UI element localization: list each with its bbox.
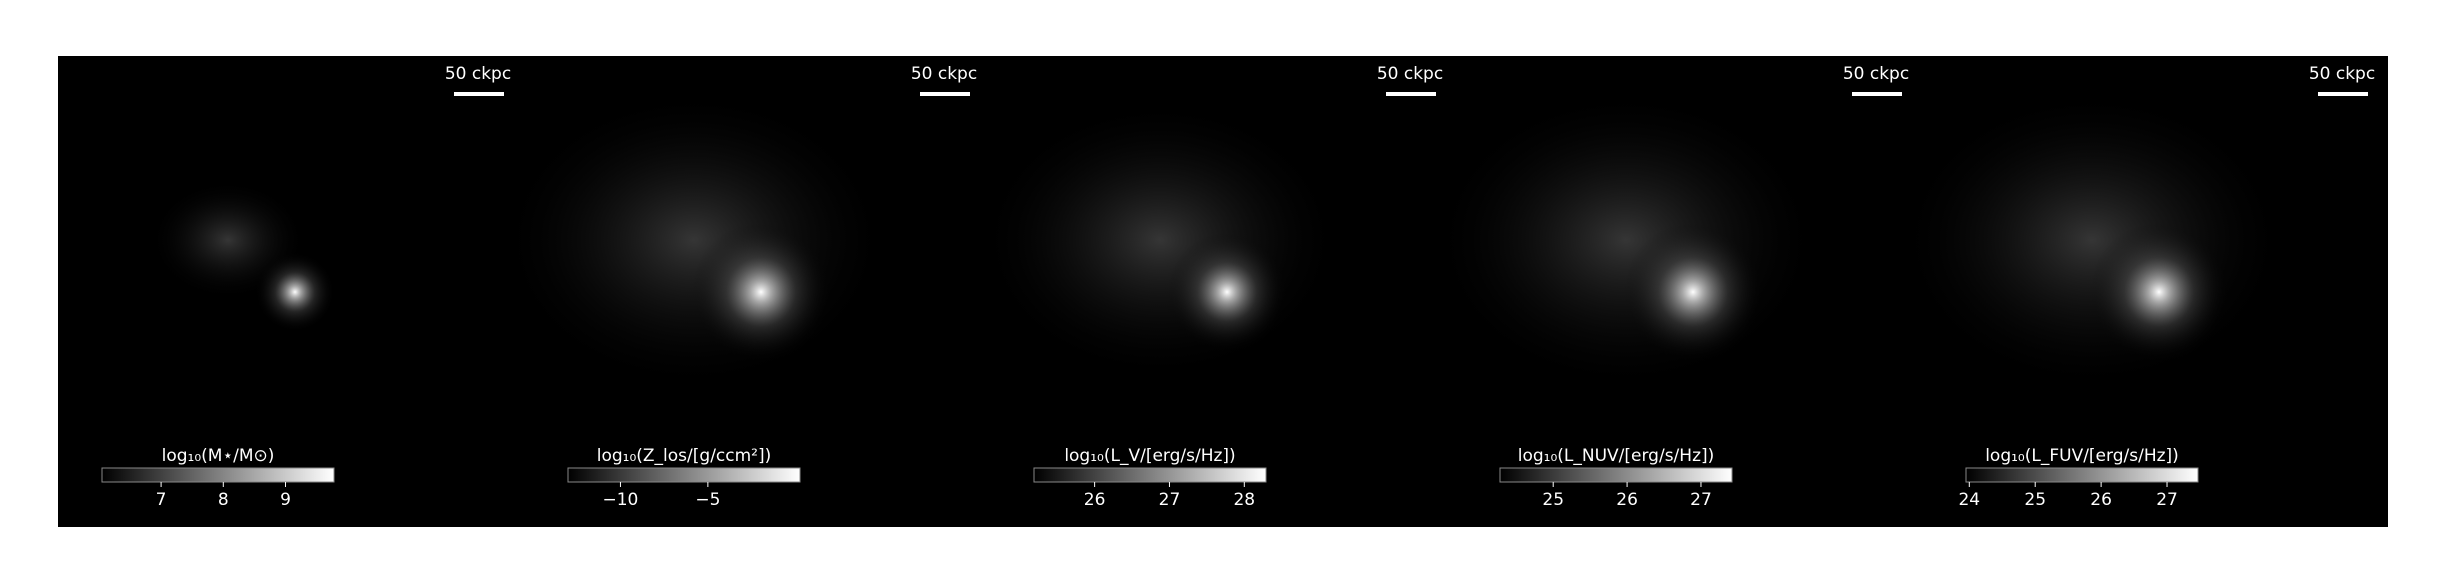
colorbar-tick-label: 25 — [2024, 490, 2046, 510]
scale-bar-label: 50 ckpc — [445, 64, 511, 84]
colorbar-label: log₁₀(L_V/[erg/s/Hz]) — [1064, 446, 1235, 466]
colorbar — [567, 467, 801, 483]
colorbar-tick-label: −5 — [695, 490, 720, 510]
diffuse-emission — [1431, 90, 1821, 390]
colorbar-tick-label: 28 — [1233, 490, 1255, 510]
colorbar-tick-label: 25 — [1542, 490, 1564, 510]
colorbar — [1033, 467, 1267, 483]
colorbar-label: log₁₀(Z_los/[g/ccm²]) — [597, 446, 772, 466]
scale-bar-label: 50 ckpc — [2309, 64, 2375, 84]
diffuse-emission — [978, 100, 1342, 380]
colorbar-tick-label: 9 — [280, 490, 291, 510]
colorbar — [1499, 467, 1733, 483]
scale-bar-label: 50 ckpc — [1377, 64, 1443, 84]
galaxy-core — [255, 252, 335, 332]
colorbar-label: log₁₀(L_NUV/[erg/s/Hz]) — [1518, 446, 1715, 466]
scale-bar-label: 50 ckpc — [911, 64, 977, 84]
galaxy-core — [1623, 222, 1763, 362]
colorbar-label: log₁₀(M⋆/M⊙) — [162, 446, 275, 466]
colorbar-tick-label: 27 — [1159, 490, 1181, 510]
colorbar-tick-label: 26 — [1084, 490, 1106, 510]
colorbar-tick-label: 26 — [2090, 490, 2112, 510]
colorbar-tick-label: 26 — [1616, 490, 1638, 510]
diffuse-emission — [1897, 90, 2287, 390]
galaxy-core — [691, 222, 831, 362]
colorbar-tick-label: 27 — [2156, 490, 2178, 510]
galaxy-core — [2089, 222, 2229, 362]
colorbar-tick-label: 8 — [218, 490, 229, 510]
colorbar — [101, 467, 335, 483]
scale-bar-label: 50 ckpc — [1843, 64, 1909, 84]
colorbar-tick-label: 27 — [1690, 490, 1712, 510]
colorbar — [1965, 467, 2199, 483]
colorbar-tick-label: −10 — [603, 490, 639, 510]
colorbar-label: log₁₀(L_FUV/[erg/s/Hz]) — [1985, 446, 2179, 466]
diffuse-emission — [499, 90, 889, 390]
colorbar-tick-label: 24 — [1958, 490, 1980, 510]
colorbar-tick-label: 7 — [156, 490, 167, 510]
galaxy-core — [1167, 232, 1287, 352]
